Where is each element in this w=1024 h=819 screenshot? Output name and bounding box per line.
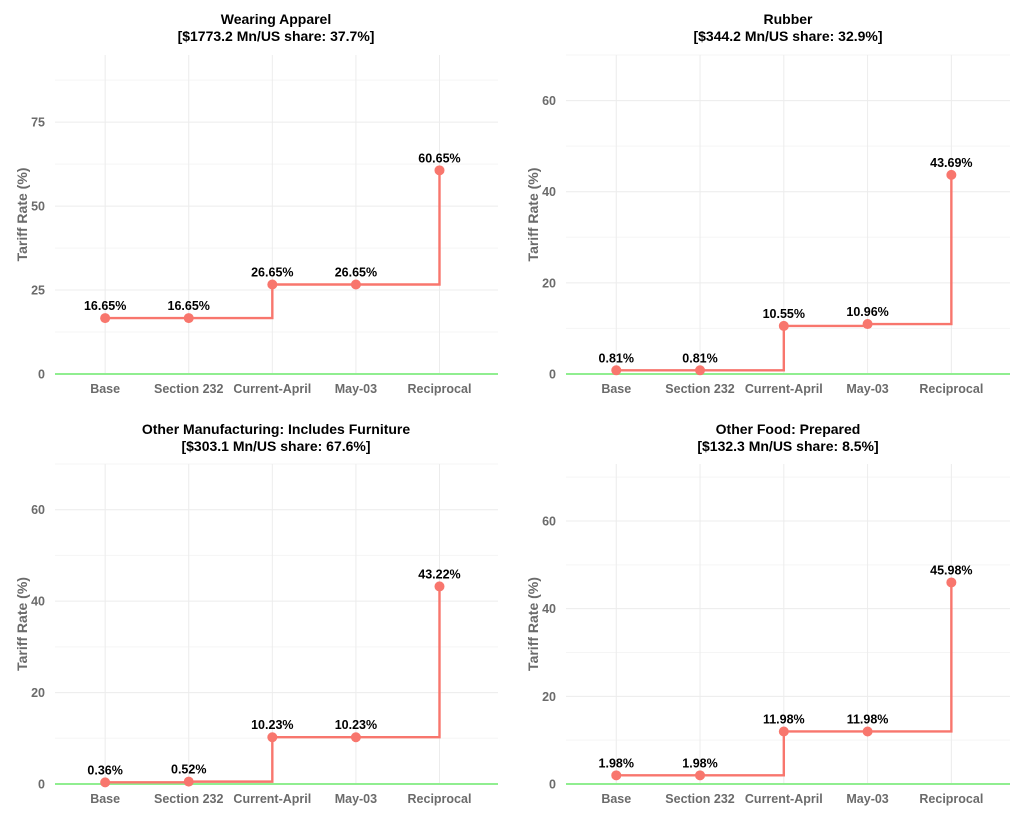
data-label: 0.36% bbox=[87, 763, 122, 777]
x-tick-label: Current-April bbox=[233, 792, 311, 806]
x-tick-label: Base bbox=[90, 382, 120, 396]
data-point bbox=[350, 279, 361, 290]
data-point bbox=[611, 770, 622, 781]
y-tick-label: 60 bbox=[542, 94, 556, 108]
x-tick-label: Section 232 bbox=[154, 792, 224, 806]
y-tick-label: 20 bbox=[31, 686, 45, 700]
data-label: 0.81% bbox=[682, 351, 717, 365]
data-point bbox=[778, 726, 789, 737]
data-point bbox=[183, 313, 194, 324]
panel-title: Rubber bbox=[764, 11, 814, 27]
x-tick-label: May-03 bbox=[846, 792, 888, 806]
data-label: 26.65% bbox=[335, 266, 377, 280]
data-point bbox=[946, 169, 957, 180]
data-point bbox=[946, 577, 957, 588]
data-point bbox=[695, 365, 706, 376]
data-point bbox=[350, 732, 361, 743]
data-label: 45.98% bbox=[930, 563, 972, 577]
x-tick-label: Section 232 bbox=[154, 382, 224, 396]
x-tick-label: Base bbox=[90, 792, 120, 806]
data-point bbox=[267, 279, 278, 290]
data-point bbox=[862, 319, 873, 330]
step-line bbox=[616, 174, 953, 372]
data-point bbox=[267, 732, 278, 743]
y-tick-label: 60 bbox=[31, 503, 45, 517]
y-tick-label: 75 bbox=[31, 116, 45, 130]
data-label: 16.65% bbox=[168, 299, 210, 313]
panel-2: 0 20 40 60 Base Section 232 Current-April May-0… bbox=[525, 11, 1010, 396]
y-axis-label: Tariff Rate (%) bbox=[14, 168, 30, 262]
y-axis-label: Tariff Rate (%) bbox=[14, 577, 30, 671]
y-tick-label: 40 bbox=[542, 602, 556, 616]
data-label: 0.52% bbox=[171, 763, 206, 777]
y-tick-label: 40 bbox=[542, 185, 556, 199]
panel-title: Other Food: Prepared bbox=[716, 421, 861, 437]
y-tick-label: 60 bbox=[542, 514, 556, 528]
x-tick-label: Reciprocal bbox=[919, 792, 983, 806]
x-tick-label: Section 232 bbox=[665, 382, 735, 396]
data-label: 11.98% bbox=[763, 712, 805, 726]
y-tick-label: 0 bbox=[549, 368, 556, 382]
y-tick-label: 0 bbox=[38, 368, 45, 382]
y-axis-label: Tariff Rate (%) bbox=[525, 577, 541, 671]
y-tick-label: 0 bbox=[549, 778, 556, 792]
data-label: 43.69% bbox=[930, 156, 972, 170]
y-axis-label: Tariff Rate (%) bbox=[525, 168, 541, 262]
panel-title: Other Manufacturing: Includes Furniture bbox=[142, 421, 411, 437]
data-label: 11.98% bbox=[847, 712, 889, 726]
data-label: 26.65% bbox=[251, 266, 293, 280]
x-tick-label: Current-April bbox=[745, 382, 823, 396]
data-label: 10.55% bbox=[763, 307, 805, 321]
panel-subtitle: [$1773.2 Mn/US share: 37.7%] bbox=[178, 28, 375, 44]
data-label: 10.96% bbox=[846, 305, 888, 319]
x-tick-label: May-03 bbox=[335, 792, 377, 806]
panel-4: 0 20 40 60 Base Section 232 Current-April May-0… bbox=[525, 421, 1010, 806]
data-label: 16.65% bbox=[84, 299, 126, 313]
data-label: 10.23% bbox=[251, 718, 293, 732]
y-tick-label: 25 bbox=[31, 284, 45, 298]
data-point bbox=[778, 320, 789, 331]
data-point bbox=[862, 726, 873, 737]
panel-1: 0 25 50 75 Base Section 232 Current-April May-0… bbox=[14, 11, 498, 396]
x-tick-label: Section 232 bbox=[665, 792, 735, 806]
data-point bbox=[100, 313, 111, 324]
x-tick-label: Reciprocal bbox=[919, 382, 983, 396]
data-point bbox=[611, 365, 622, 376]
data-label: 1.98% bbox=[599, 756, 634, 770]
data-label: 43.22% bbox=[418, 567, 460, 581]
data-label: 0.81% bbox=[599, 351, 634, 365]
data-point bbox=[100, 777, 111, 788]
data-point bbox=[434, 581, 445, 592]
x-tick-label: Reciprocal bbox=[408, 382, 472, 396]
y-tick-label: 50 bbox=[31, 200, 45, 214]
x-tick-label: Current-April bbox=[745, 792, 823, 806]
y-tick-label: 40 bbox=[31, 595, 45, 609]
data-label: 60.65% bbox=[418, 151, 460, 165]
panel-subtitle: [$303.1 Mn/US share: 67.6%] bbox=[181, 438, 370, 454]
y-tick-label: 20 bbox=[542, 690, 556, 704]
x-tick-label: May-03 bbox=[846, 382, 888, 396]
panel-title: Wearing Apparel bbox=[221, 11, 331, 27]
x-tick-label: May-03 bbox=[335, 382, 377, 396]
data-point bbox=[434, 165, 445, 176]
x-tick-label: Base bbox=[601, 382, 631, 396]
data-label: 10.23% bbox=[335, 718, 377, 732]
y-tick-label: 0 bbox=[38, 778, 45, 792]
x-tick-label: Base bbox=[601, 792, 631, 806]
panel-3: 0 20 40 60 Base Section 232 Current-April May-0… bbox=[14, 421, 498, 806]
x-tick-label: Reciprocal bbox=[408, 792, 472, 806]
x-tick-label: Current-April bbox=[233, 382, 311, 396]
data-point bbox=[183, 776, 194, 787]
panel-subtitle: [$132.3 Mn/US share: 8.5%] bbox=[697, 438, 878, 454]
y-tick-label: 20 bbox=[542, 276, 556, 290]
data-label: 1.98% bbox=[682, 756, 717, 770]
data-point bbox=[695, 770, 706, 781]
panel-subtitle: [$344.2 Mn/US share: 32.9%] bbox=[693, 28, 882, 44]
